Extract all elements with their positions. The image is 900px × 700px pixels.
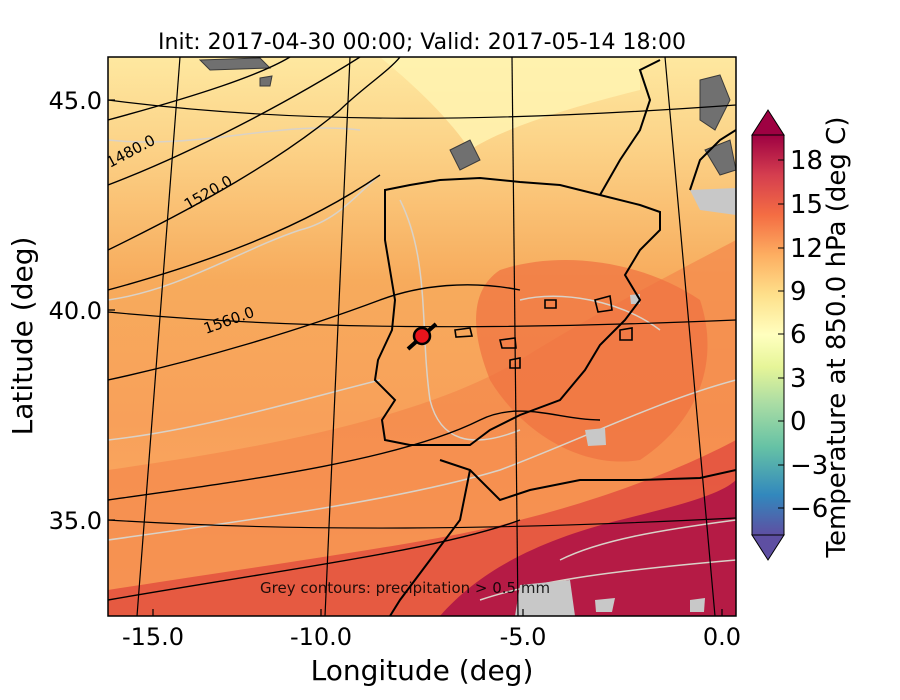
colorbar-top-extension (751, 109, 785, 136)
colorbar-tick: −3 (790, 451, 828, 481)
inland-outlines (454, 294, 633, 369)
x-tick-label: -5.0 (500, 623, 547, 651)
y-tick-label: 45.0 (49, 87, 102, 115)
y-tick-label: 40.0 (49, 297, 102, 325)
warm-band-inland (476, 260, 708, 462)
colorbar-tick: 6 (790, 320, 807, 350)
colorbar-gradient (751, 134, 785, 536)
precipitation-patches (515, 188, 736, 616)
geopotential-contours (108, 57, 601, 601)
x-tick-label: 0.0 (703, 623, 741, 651)
coastline-iberia (373, 176, 661, 446)
coastline-europe (599, 59, 736, 196)
x-axis-label: Longitude (deg) (311, 654, 534, 687)
colorbar: 18 15 12 9 6 3 0 −3 −6 Temperature at 85… (751, 109, 852, 561)
y-axis-label: Latitude (deg) (6, 237, 39, 436)
terrain-patches (198, 57, 736, 176)
precipitation-note: Grey contours: precipitation > 0.5 mm (260, 579, 550, 597)
coastline-africa (389, 459, 736, 616)
cool-north (380, 57, 640, 150)
colorbar-label: Temperature at 850.0 hPa (deg C) (822, 117, 852, 559)
map-panel: 1480.0 1520.0 1560.0 Grey contours: prec… (108, 57, 736, 616)
map-frame (107, 56, 737, 617)
colorbar-tick: 3 (790, 364, 807, 394)
colorbar-tick: 12 (790, 234, 823, 264)
x-tick-label: -15.0 (122, 623, 184, 651)
y-tick-label: 35.0 (49, 507, 102, 535)
colorbar-tick: 9 (790, 277, 807, 307)
colorbar-tick: 0 (790, 407, 807, 437)
x-tick-label: -10.0 (290, 623, 352, 651)
colorbar-tick: 18 (790, 146, 823, 176)
colorbar-tick: 15 (790, 190, 823, 220)
plot-title: Init: 2017-04-30 00:00; Valid: 2017-05-1… (158, 30, 686, 55)
site-marker (412, 326, 432, 346)
graticule (108, 57, 736, 616)
colorbar-bottom-extension (751, 534, 785, 561)
colorbar-tick: −6 (790, 494, 828, 524)
